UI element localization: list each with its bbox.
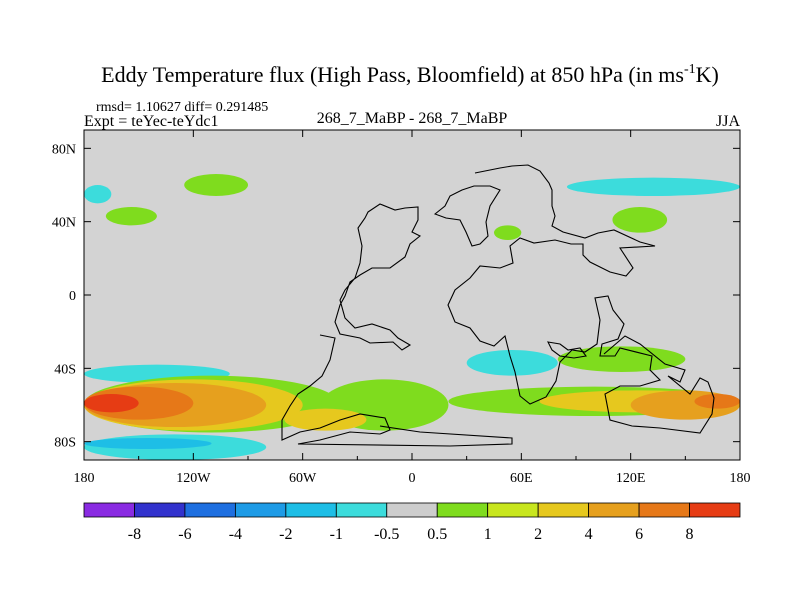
colorbar-label: 0.5 <box>427 526 447 543</box>
map-plot: 180 120W 60W 0 60E 120E 180 80N 40N 0 40S 80S <box>52 129 751 486</box>
colorbar-swatch <box>335 502 388 518</box>
island-outline <box>547 341 587 359</box>
colorbar-label: -0.5 <box>374 526 399 543</box>
contour-fill-layer <box>84 174 740 460</box>
colorbar-swatch <box>638 502 690 518</box>
x-tick-label: 180 <box>74 471 95 486</box>
x-tick-label: 120W <box>176 471 211 486</box>
stats-line: rmsd= 1.10627 diff= 0.291485 <box>96 100 268 115</box>
coastline-outline <box>281 164 715 447</box>
colorbar-label: -8 <box>128 526 141 543</box>
contour-band-10 <box>284 408 367 431</box>
continent-outline-main <box>447 164 715 434</box>
contour-band-18 <box>105 207 157 226</box>
y-tick-label: 80N <box>52 142 76 157</box>
colorbar-swatch <box>487 502 539 518</box>
contour-band-19 <box>184 174 248 196</box>
colorbar-swatch <box>134 502 186 518</box>
contour-band-16 <box>694 394 740 409</box>
contour-band-20 <box>566 177 740 196</box>
colorbar-swatch <box>436 502 489 518</box>
colorbar-label: 4 <box>585 526 593 543</box>
y-tick-label: 0 <box>69 289 76 304</box>
continent-outline-north <box>433 185 501 247</box>
experiment-label: Expt = teYec-teYdc1 <box>84 113 218 130</box>
colorbar-swatch <box>537 502 590 518</box>
colorbar-label: -6 <box>178 526 191 543</box>
continent-outline-south <box>281 334 513 447</box>
contour-band-6 <box>84 394 139 413</box>
colorbar-swatch <box>386 502 438 518</box>
contour-band-22 <box>494 225 522 241</box>
x-tick-label: 120E <box>616 471 646 486</box>
colorbar-label: -4 <box>229 526 242 543</box>
y-tick-label: 40N <box>52 216 76 231</box>
colorbar-swatch <box>234 502 287 518</box>
colorbar-label: 8 <box>686 526 694 543</box>
contour-band-17 <box>84 185 112 204</box>
chart-title: Eddy Temperature flux (High Pass, Bloomf… <box>101 62 719 87</box>
continent-outline-west <box>334 203 422 351</box>
colorbar: -8 -6 -4 -2 -1 -0.5 0.5 1 2 4 6 8 <box>83 502 741 543</box>
colorbar-label: -1 <box>330 526 343 543</box>
colorbar-swatch <box>689 502 741 518</box>
contour-band-8 <box>84 438 212 449</box>
season-label: JJA <box>716 113 740 130</box>
x-tick-label: 60E <box>510 471 533 486</box>
colorbar-label: -2 <box>279 526 292 543</box>
y-tick-label: 80S <box>54 436 76 451</box>
y-tick-label: 40S <box>54 362 76 377</box>
x-tick-label: 60W <box>289 471 317 486</box>
colorbar-label: 6 <box>635 526 643 543</box>
axis-ticks: 180 120W 60W 0 60E 120E 180 80N 40N 0 40S 80S <box>52 130 751 486</box>
case-label: 268_7_MaBP - 268_7_MaBP <box>317 110 508 127</box>
colorbar-label: 2 <box>534 526 542 543</box>
colorbar-swatch <box>184 502 236 518</box>
colorbar-swatch <box>588 502 640 518</box>
colorbar-swatch <box>285 502 337 518</box>
contour-band-12 <box>557 346 686 372</box>
colorbar-label: 1 <box>484 526 492 543</box>
x-tick-label: 180 <box>730 471 751 486</box>
x-tick-label: 0 <box>409 471 416 486</box>
colorbar-swatch <box>83 502 135 518</box>
contour-band-21 <box>612 207 668 233</box>
